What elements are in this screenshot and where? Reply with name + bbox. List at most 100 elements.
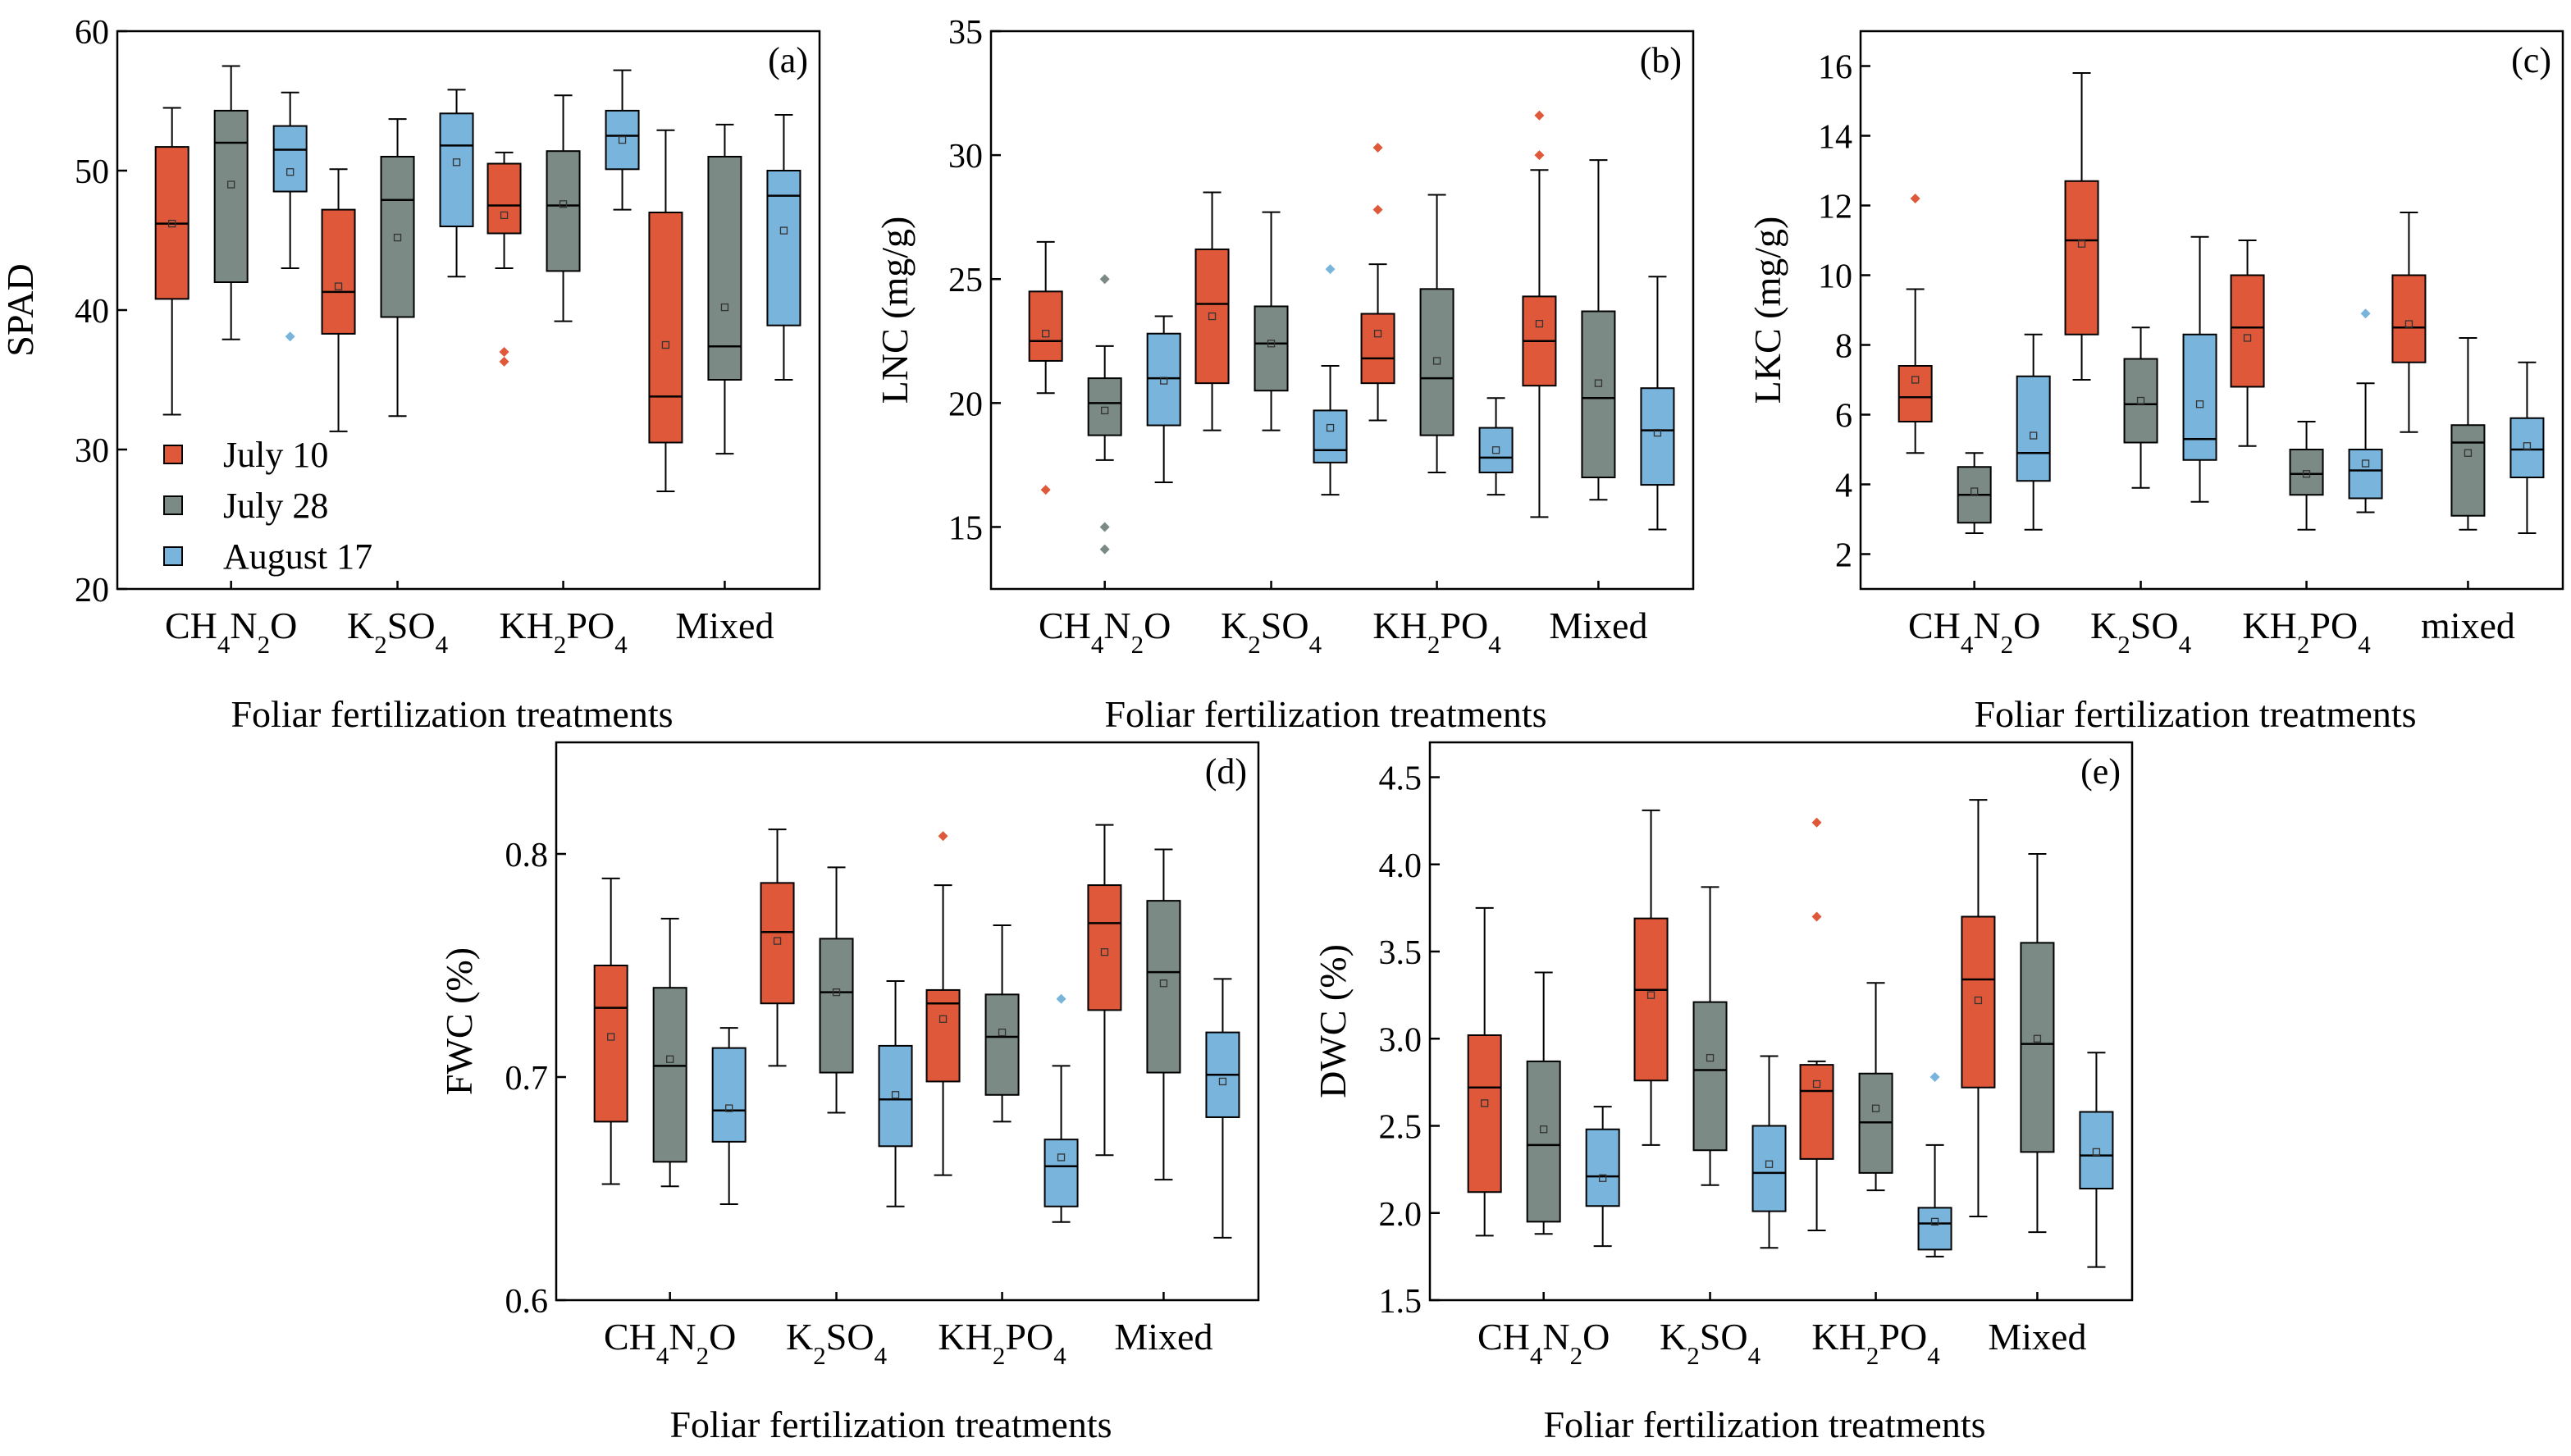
mean-marker <box>1373 330 1382 338</box>
x-axis-label: Foliar fertilization treatments <box>1104 693 1546 735</box>
category-label: CH4N2O <box>165 605 297 659</box>
box-july-10 <box>925 831 961 1176</box>
box-iqr <box>2016 375 2051 482</box>
mean-marker <box>2195 400 2204 409</box>
box-july-28 <box>1254 211 1289 431</box>
box-iqr <box>1799 1064 1834 1160</box>
category-label: Mixed <box>1114 1316 1212 1358</box>
x-axis-label: Foliar fertilization treatments <box>231 693 673 735</box>
box-july-10 <box>648 129 683 492</box>
y-tick-label: 2.0 <box>1379 1196 1422 1234</box>
panel-letter: (a) <box>768 40 808 80</box>
box-iqr <box>1633 917 1669 1082</box>
y-tick-label: 3.5 <box>1379 934 1422 972</box>
mean-marker <box>1871 1104 1880 1112</box>
mean-marker <box>559 200 568 208</box>
mean-marker <box>1599 1174 1607 1182</box>
box-iqr <box>321 208 356 335</box>
mean-marker <box>1432 357 1441 365</box>
outlier-point <box>1811 911 1822 922</box>
outlier-point <box>1929 1072 1940 1082</box>
box-july-10 <box>1897 194 1933 454</box>
box-iqr <box>2289 449 2324 496</box>
mean-marker <box>2077 240 2086 248</box>
box-july-10 <box>2064 72 2099 381</box>
legend-swatch <box>163 546 183 566</box>
box-iqr <box>1313 409 1348 463</box>
box-iqr <box>1917 1207 1952 1251</box>
outlier-point <box>1099 522 1110 532</box>
mean-marker <box>1159 979 1168 988</box>
box-august-17 <box>1751 1055 1787 1249</box>
box-july-28 <box>707 123 742 455</box>
box-july-10 <box>321 168 356 432</box>
box-july-10 <box>1087 824 1122 1157</box>
y-axis-label: FWC (%) <box>438 947 480 1095</box>
outlier-point <box>1040 485 1051 495</box>
box-iqr <box>1692 1001 1728 1152</box>
mean-marker <box>773 937 782 945</box>
box-iqr <box>1585 1128 1620 1207</box>
mean-marker <box>1101 406 1109 415</box>
outlier-point <box>1099 544 1110 555</box>
box-august-17 <box>2348 308 2383 513</box>
y-tick-label: 20 <box>948 386 983 423</box>
mean-marker <box>2404 320 2413 328</box>
box-july-10 <box>2391 212 2427 433</box>
box-july-28 <box>1858 982 1893 1192</box>
y-tick-label: 2 <box>1835 537 1852 575</box>
box-iqr <box>711 1047 747 1143</box>
box-iqr <box>1194 248 1230 385</box>
box-july-28 <box>2289 421 2324 531</box>
category-label: K2SO4 <box>1660 1316 1761 1370</box>
mean-marker <box>1208 312 1217 321</box>
box-iqr <box>819 938 854 1074</box>
mean-marker <box>1594 379 1603 387</box>
box-august-17 <box>2182 235 2217 503</box>
mean-marker <box>1911 376 1920 384</box>
mean-marker <box>1491 446 1500 454</box>
axes-frame <box>555 741 1260 1302</box>
y-tick-label: 4 <box>1835 468 1852 505</box>
box-july-10 <box>154 107 190 416</box>
mean-marker <box>168 219 176 228</box>
box-iqr <box>2391 274 2427 363</box>
box-iqr <box>766 170 801 326</box>
box-iqr <box>1254 305 1289 392</box>
box-august-17 <box>1043 993 1079 1223</box>
x-axis-label: Foliar fertilization treatments <box>669 1404 1112 1445</box>
mean-marker <box>1057 1153 1066 1162</box>
category-label: K2SO4 <box>1221 605 1322 659</box>
y-tick-label: 4.0 <box>1379 847 1422 885</box>
box-july-28 <box>1146 848 1181 1181</box>
box-august-17 <box>2509 361 2545 534</box>
y-tick-label: 40 <box>75 293 109 331</box>
y-tick-label: 1.5 <box>1379 1283 1422 1321</box>
mean-marker <box>1042 330 1050 338</box>
legend-label: July 28 <box>223 486 328 526</box>
box-iqr <box>1581 310 1616 478</box>
box-iqr <box>925 988 961 1083</box>
category-label: KH2PO4 <box>1811 1316 1940 1370</box>
box-iqr <box>1961 915 1996 1089</box>
y-tick-label: 15 <box>948 509 983 547</box>
y-tick-label: 14 <box>1818 119 1852 157</box>
mean-marker <box>1930 1217 1939 1226</box>
box-iqr <box>439 112 474 227</box>
mean-marker <box>2243 334 2252 342</box>
box-july-28 <box>380 118 415 418</box>
box-august-17 <box>711 1027 747 1206</box>
outlier-point <box>1910 194 1920 203</box>
outlier-point <box>499 347 509 357</box>
outlier-point <box>1811 817 1822 828</box>
box-july-10 <box>593 877 628 1185</box>
box-iqr <box>486 162 522 235</box>
box-iqr <box>380 156 415 318</box>
box-july-28 <box>1957 452 1992 534</box>
y-tick-label: 60 <box>75 14 109 52</box>
box-july-28 <box>1581 159 1616 501</box>
box-iqr <box>648 212 683 444</box>
mean-marker <box>2523 442 2532 450</box>
y-tick-label: 2.5 <box>1379 1109 1422 1147</box>
mean-marker <box>334 282 343 290</box>
